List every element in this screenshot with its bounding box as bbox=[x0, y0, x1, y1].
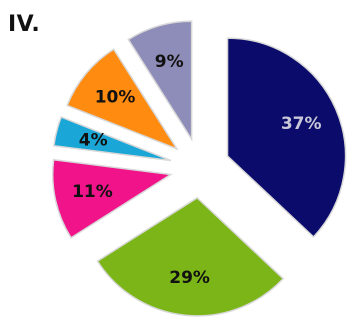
pie-slice-label-5: 9% bbox=[155, 52, 184, 72]
pie-slice-label-0: 37% bbox=[281, 114, 322, 134]
pie-slices: 37% 29% 11% 4% 10% 9% bbox=[53, 21, 346, 316]
pie-slice-0 bbox=[228, 38, 346, 237]
pie-slice-label-2: 11% bbox=[72, 182, 113, 202]
pie-slice-1 bbox=[98, 198, 284, 316]
pie-slice-label-1: 29% bbox=[169, 268, 210, 288]
pie-slice-label-4: 10% bbox=[95, 88, 136, 108]
pie-slice-label-3: 4% bbox=[79, 131, 108, 151]
